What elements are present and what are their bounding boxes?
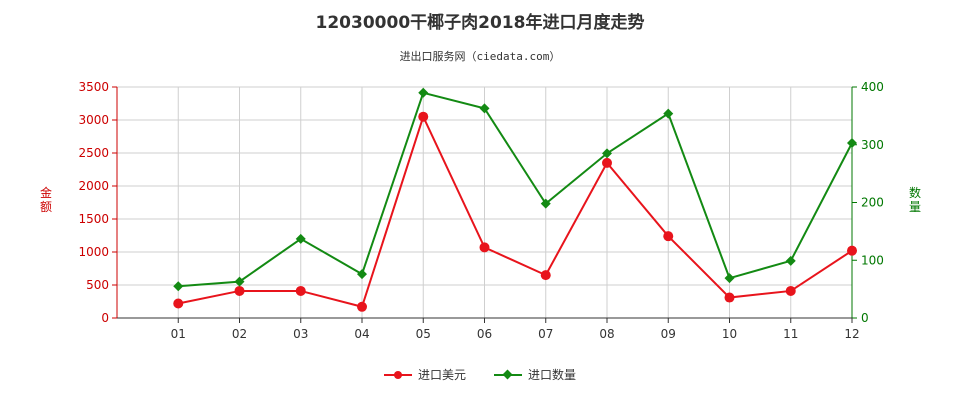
data-point-series-1 <box>418 111 429 122</box>
legend-swatch-series-2 <box>494 369 522 381</box>
data-point-series-1 <box>173 298 184 309</box>
legend-item-series-1[interactable]: 进口美元 <box>383 366 466 383</box>
legend-item-series-2[interactable]: 进口数量 <box>494 366 576 383</box>
y-left-tick-label: 3000 <box>78 113 109 127</box>
x-tick-label: 05 <box>416 327 431 341</box>
legend: 进口美元 进口数量 <box>0 366 960 383</box>
y-left-tick-label: 1000 <box>78 245 109 259</box>
x-tick-label: 12 <box>844 327 859 341</box>
data-point-series-1 <box>785 285 796 296</box>
data-point-series-2 <box>540 198 551 209</box>
x-tick-label: 04 <box>354 327 369 341</box>
data-point-series-2 <box>724 273 735 284</box>
y-left-tick-label: 2000 <box>78 179 109 193</box>
x-tick-label: 11 <box>783 327 798 341</box>
x-tick-label: 01 <box>171 327 186 341</box>
data-point-series-1 <box>540 270 551 281</box>
y-left-tick-label: 3500 <box>78 80 109 94</box>
data-point-series-2 <box>357 269 367 280</box>
data-point-series-1 <box>724 292 735 303</box>
x-tick-label: 09 <box>661 327 676 341</box>
series-line-1 <box>178 113 853 308</box>
x-tick-label: 10 <box>722 327 737 341</box>
legend-swatch-series-1 <box>383 369 412 381</box>
data-point-series-1 <box>479 242 490 253</box>
data-point-series-2 <box>234 276 245 287</box>
y-right-tick-label: 300 <box>861 138 884 152</box>
chart-subtitle: 进出口服务网（ciedata.com） <box>399 50 561 63</box>
y-right-tick-label: 100 <box>861 253 884 267</box>
y-left-tick-label: 0 <box>101 311 109 325</box>
data-point-series-2 <box>295 233 306 244</box>
data-point-series-1 <box>602 157 612 168</box>
y-left-tick-label: 2500 <box>78 146 109 160</box>
x-tick-label: 03 <box>293 327 308 341</box>
data-point-series-1 <box>663 231 674 242</box>
y-right-tick-label: 200 <box>861 196 884 210</box>
data-point-series-1 <box>847 245 857 256</box>
x-tick-label: 02 <box>232 327 247 341</box>
legend-label-series-1: 进口美元 <box>417 368 466 382</box>
data-point-series-2 <box>418 87 429 98</box>
data-point-series-2 <box>847 138 857 149</box>
data-point-series-2 <box>173 281 184 292</box>
y-left-tick-label: 1500 <box>78 212 109 226</box>
y-right-tick-label: 400 <box>861 80 884 94</box>
y-axis-right-label: 数量 <box>908 186 921 214</box>
y-right-tick-label: 0 <box>861 311 869 325</box>
data-point-series-2 <box>479 103 490 114</box>
x-tick-label: 08 <box>599 327 614 341</box>
x-tick-label: 06 <box>477 327 492 341</box>
data-point-series-2 <box>602 148 612 159</box>
series-line-2 <box>178 91 853 288</box>
data-point-series-1 <box>357 301 367 312</box>
legend-label-series-2: 进口数量 <box>528 368 577 382</box>
data-point-series-1 <box>234 285 245 296</box>
chart-title: 12030000干椰子肉2018年进口月度走势 <box>315 13 645 33</box>
data-point-series-2 <box>663 108 674 119</box>
x-tick-label: 07 <box>538 327 553 341</box>
y-axis-left-label: 金额 <box>39 186 52 214</box>
data-point-series-1 <box>295 285 306 296</box>
y-left-tick-label: 500 <box>86 278 109 292</box>
data-point-series-2 <box>785 255 796 266</box>
